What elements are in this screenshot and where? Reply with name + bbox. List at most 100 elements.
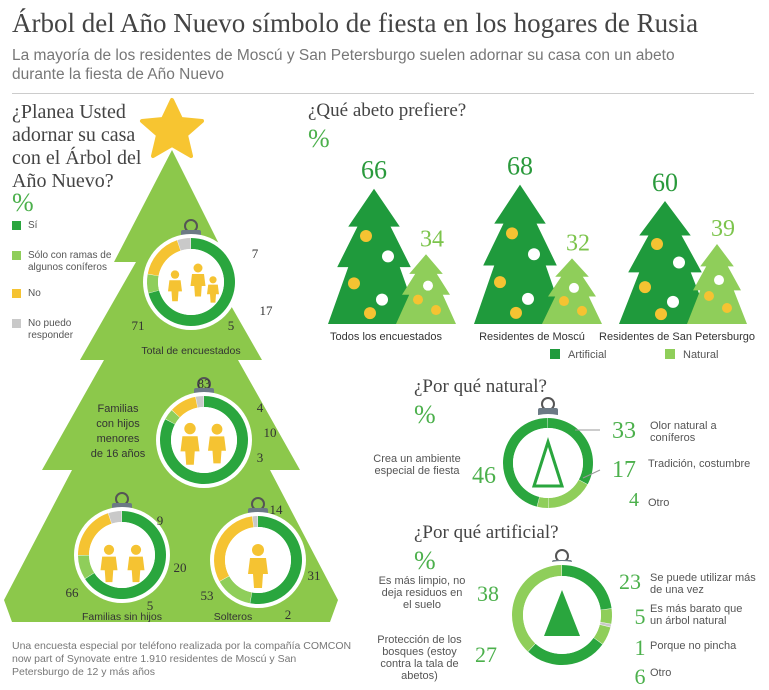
christmas-tree-graphic bbox=[4, 98, 338, 622]
person-body bbox=[100, 556, 118, 583]
artificial-label-pincha: Porque no pincha bbox=[650, 640, 737, 652]
donut-value-label: 83 bbox=[198, 376, 211, 391]
donut-value-label: 53 bbox=[201, 588, 214, 603]
category-label: Todos los encuestados bbox=[330, 331, 442, 343]
legend-label: Natural bbox=[683, 349, 719, 361]
donut-natural-slice bbox=[548, 418, 593, 485]
tree-ornament bbox=[673, 256, 685, 269]
tree-ornament bbox=[413, 294, 423, 305]
person-body bbox=[208, 436, 226, 464]
donut-value-label: 71 bbox=[132, 318, 145, 333]
tree-ornament bbox=[364, 307, 376, 320]
family-icon bbox=[168, 270, 182, 302]
artificial-label-bosques: Protección de los bosques (estoy contra … bbox=[377, 634, 462, 682]
donut-2-hole bbox=[171, 407, 237, 473]
tree-ornament bbox=[569, 282, 579, 293]
natural-label-otro: Otro bbox=[648, 497, 670, 509]
donut-title-line: con hijos bbox=[96, 418, 140, 430]
donut-title-line: Familias bbox=[98, 403, 139, 415]
artificial-tree bbox=[474, 184, 566, 324]
person-head bbox=[211, 423, 223, 435]
donut-1-slice bbox=[177, 238, 191, 251]
donut-2-slice bbox=[165, 410, 180, 425]
question-line: adornar su casa bbox=[12, 124, 136, 146]
legend-label: Artificial bbox=[568, 349, 607, 361]
legend-item-natural: Natural bbox=[665, 349, 718, 361]
tree-ornament bbox=[510, 306, 522, 319]
donut-natural-slice bbox=[503, 418, 548, 507]
artificial-value-label: 1 bbox=[635, 635, 646, 660]
footnote: Una encuesta especial por teléfono reali… bbox=[12, 640, 352, 678]
donut-title: Solteros bbox=[214, 611, 253, 623]
tree-ornament bbox=[528, 248, 540, 261]
artificial-tree bbox=[328, 188, 420, 324]
tree-ornament bbox=[639, 281, 651, 294]
donut-value-label: 10 bbox=[264, 425, 277, 440]
tree-ornament bbox=[714, 275, 724, 286]
page-title: Árbol del Año Nuevo símbolo de fiesta en… bbox=[12, 8, 699, 38]
donut-value-label: 9 bbox=[157, 513, 164, 528]
donut-natural-hole bbox=[513, 428, 583, 498]
tree-ornament bbox=[360, 230, 372, 243]
tree-ornament bbox=[651, 238, 663, 251]
family-icon bbox=[190, 263, 206, 297]
donut-value-label: 31 bbox=[308, 568, 321, 583]
tree-ornament bbox=[494, 276, 506, 289]
person-body bbox=[207, 284, 219, 303]
question-line: ¿Planea Usted bbox=[12, 101, 126, 123]
legend-label: Sólo con ramas de algunos coníferos bbox=[28, 250, 112, 273]
artificial-value-label: 27 bbox=[475, 642, 497, 667]
legend-item-artificial: Artificial bbox=[550, 349, 607, 361]
question-artificial: ¿Por qué artificial? bbox=[414, 522, 559, 543]
person-head bbox=[130, 544, 142, 555]
question-natural: ¿Por qué natural? bbox=[414, 376, 547, 397]
donut-value-label: 17 bbox=[260, 303, 274, 318]
percent-sign: % bbox=[308, 124, 330, 153]
tree-ornament bbox=[382, 250, 394, 263]
natural-value-label: 46 bbox=[472, 463, 496, 489]
tree-ornament bbox=[559, 296, 569, 307]
person-head bbox=[170, 270, 180, 279]
donut-title: Familias sin hijos bbox=[82, 611, 162, 623]
donut-title: Total de encuestados bbox=[141, 345, 240, 357]
legend-item-si: Sí bbox=[12, 220, 122, 232]
couple-icon bbox=[127, 544, 145, 583]
artificial-tree bbox=[619, 201, 711, 324]
donut-value-label: 66 bbox=[66, 585, 80, 600]
tree-icon bbox=[544, 590, 580, 636]
donut-3-slice bbox=[78, 513, 112, 555]
donut-value-label: 5 bbox=[147, 598, 154, 613]
legend-swatch bbox=[12, 251, 21, 260]
donut-artificial-slice bbox=[528, 637, 603, 665]
artificial-label-barato: Es más barato que un árbol natural bbox=[650, 603, 743, 627]
artificial-label-limpio: Es más limpio, no deja residuos en el su… bbox=[378, 575, 466, 611]
donut-natural-slice bbox=[548, 479, 588, 508]
tree-icon bbox=[531, 437, 565, 488]
tree-body bbox=[4, 150, 338, 622]
natural-value-label: 33 bbox=[612, 418, 636, 444]
question-plan: ¿Planea Usted adornar su casa con el Árb… bbox=[12, 101, 141, 193]
donut-value-label: 7 bbox=[252, 246, 259, 261]
person-body bbox=[168, 280, 182, 302]
artificial-value: 60 bbox=[652, 168, 678, 197]
natural-value: 34 bbox=[420, 226, 444, 252]
couple-icon bbox=[100, 544, 118, 583]
donut-value-label: 2 bbox=[285, 607, 292, 622]
percent-sign: % bbox=[12, 188, 34, 217]
donut-natural-slice bbox=[537, 496, 548, 508]
person-icon bbox=[248, 544, 268, 588]
donut-artificial-slice bbox=[600, 608, 612, 624]
legend-label: No puedo responder bbox=[28, 318, 74, 341]
donut-4-slice bbox=[252, 516, 258, 528]
star-icon bbox=[140, 98, 204, 158]
natural-label-tradicion: Tradición, costumbre bbox=[648, 458, 751, 470]
category-label: Residentes de San Petersburgo bbox=[599, 331, 755, 343]
donut-2-slice bbox=[195, 396, 204, 408]
natural-value-label: 17 bbox=[612, 457, 636, 483]
tree-ornament bbox=[522, 292, 534, 305]
donut-value-label: 14 bbox=[270, 502, 284, 517]
tree-ornament bbox=[577, 305, 587, 316]
legend-swatch bbox=[12, 221, 21, 230]
percent-sign: % bbox=[414, 400, 436, 429]
